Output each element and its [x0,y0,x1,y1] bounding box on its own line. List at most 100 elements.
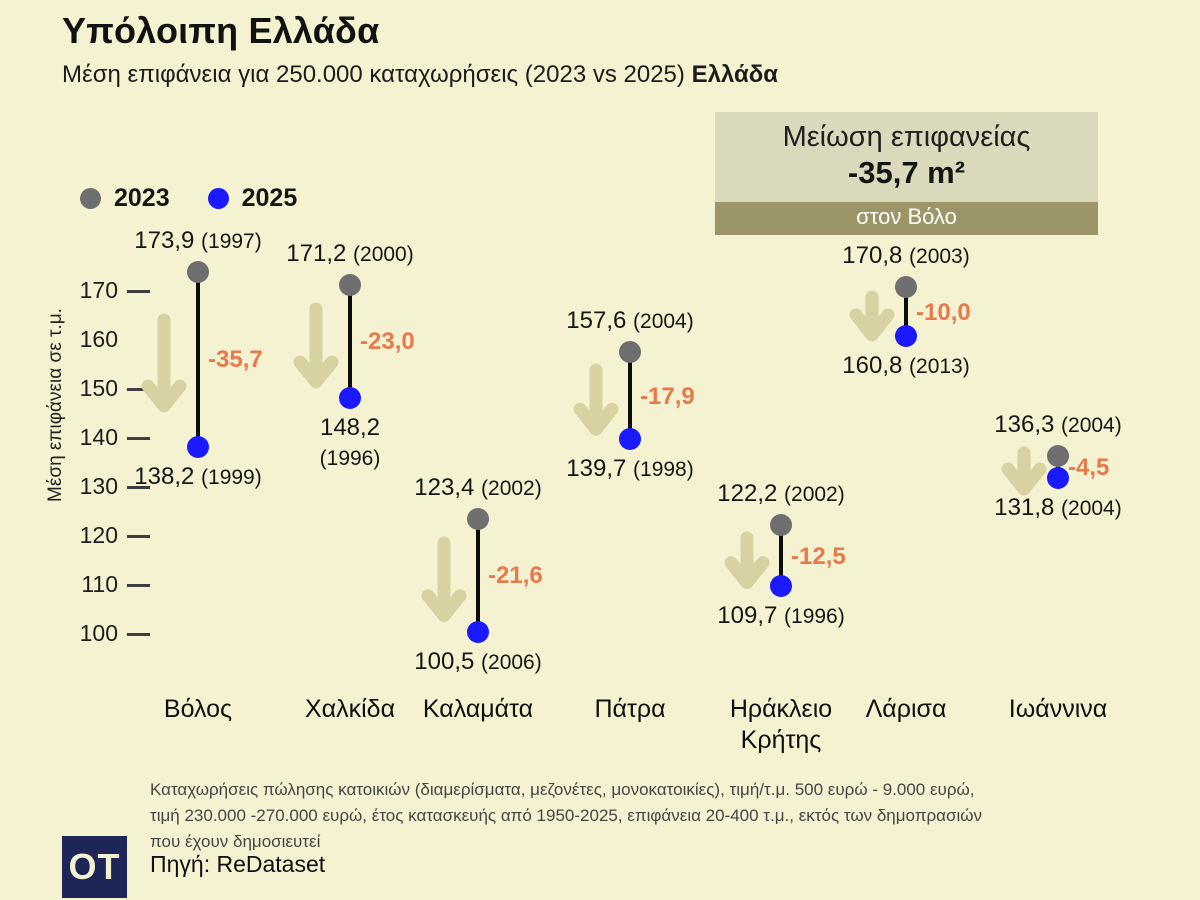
dot-2023 [619,340,641,363]
dot-2025 [339,386,361,409]
value-label-2025: 160,8 (2013) [842,352,970,380]
change-label: -35,7 [208,346,263,374]
city-label: Ηράκλειο Κρήτης [729,695,833,754]
footnote-line: τιμή 230.000 -270.000 ευρώ, έτος κατασκε… [150,806,983,825]
ot-logo: OT [62,836,127,898]
decrease-arrow [849,290,895,347]
y-tick-label: 130 [79,473,118,499]
value-label-2025: 138,2 (1999) [134,462,262,490]
city-label: Πάτρα [594,695,666,723]
footnote-line: Καταχωρήσεις πώλησης κατοικιών (διαμερίσ… [150,780,975,799]
y-tick-label: 110 [81,571,118,597]
city-label: Ιωάννινα [1008,695,1108,723]
value-label-2023: 122,2 (2002) [717,480,845,508]
y-tick-dash [127,486,150,489]
value-label-2023: 157,6 (2004) [566,306,694,334]
change-label: -12,5 [791,542,846,570]
y-tick-dash [127,437,150,440]
change-label: -17,9 [640,382,695,410]
value-label-2025: 109,7 (1996) [717,602,845,630]
highlight-band: στον Βόλο [715,202,1098,235]
subtitle-country: Ελλάδα [691,61,779,88]
dot-2025 [187,435,209,458]
value-label-2025: 131,8 (2004) [994,494,1122,522]
highlight-value: -35,7 m² [847,155,966,190]
value-label-2025: 148,2 (1996) [319,413,381,470]
decrease-arrow-icon [1001,446,1047,496]
change-label: -4,5 [1068,454,1110,482]
dot-2023 [339,274,361,297]
decrease-arrow-icon [724,531,770,589]
decrease-arrow-icon [421,536,467,623]
dot-2025 [467,620,489,643]
highlight-title: Μείωση επιφανείας [782,121,1031,153]
y-tick-dash [127,388,150,391]
decrease-arrow-icon [849,290,895,342]
y-tick-label: 100 [79,620,118,646]
value-label-2025: 100,5 (2006) [414,647,542,675]
y-tick-dash [127,584,150,587]
dumbbell-line [904,287,908,337]
y-tick-label: 120 [79,522,118,548]
decrease-arrow [293,302,339,394]
decrease-arrow-icon [573,363,619,436]
y-tick-dash [127,535,150,538]
dot-2023 [467,508,489,531]
dot-2023 [187,260,209,283]
value-label-2023: 173,9 (1997) [134,226,262,254]
footnote-line: που έχουν δημοσιευτεί [150,832,321,851]
dot-2023 [770,514,792,537]
legend-item-2025: 2025 [207,184,298,213]
value-label-2023: 171,2 (2000) [286,240,414,268]
y-tick-dash [127,290,150,293]
dot-2023 [1047,445,1069,468]
decrease-arrow [421,536,467,628]
decrease-arrow [724,531,770,595]
decrease-arrow [141,313,187,418]
value-label-2023: 136,3 (2004) [994,411,1122,439]
dot-2023 [895,276,917,299]
source-text: Πηγή: ReDataset [150,851,326,877]
y-tick-label: 170 [79,277,118,303]
change-label: -10,0 [916,298,971,326]
page-title: Υπόλοιπη Ελλάδα [62,10,380,51]
y-tick-dash [127,633,150,636]
dumbbell-line [779,525,783,587]
value-label-2023: 170,8 (2003) [842,242,970,270]
city-label: Λάρισα [865,695,947,723]
decrease-arrow [573,363,619,441]
legend-label-2025: 2025 [241,184,298,212]
decrease-arrow [1001,446,1047,501]
legend-dot-2023-icon [80,188,101,209]
dumbbell-line [196,271,200,447]
footnote: Καταχωρήσεις πώλησης κατοικιών (διαμερίσ… [150,777,982,855]
dot-2025 [619,428,641,451]
decrease-arrow-icon [141,313,187,413]
dumbbell-line [348,285,352,398]
y-tick-label: 160 [79,326,118,352]
dumbbell-line [476,519,480,632]
dumbbell-line [628,351,632,440]
dot-2025 [770,575,792,598]
city-label: Καλαμάτα [422,695,534,723]
highlight-box: Μείωση επιφανείας -35,7 m² στον Βόλο [715,112,1098,235]
legend-dot-2025-icon [207,188,229,209]
dumbbell-line [1056,456,1060,479]
subtitle-text: Μέση επιφάνεια για 250.000 καταχωρήσεις … [62,61,692,88]
legend: 2023 2025 [80,184,297,213]
value-label-2023: 123,4 (2002) [414,474,542,502]
decrease-arrow-icon [293,302,339,389]
legend-label-2023: 2023 [114,184,170,212]
dot-2025 [1047,467,1069,490]
city-label: Βόλος [163,695,233,723]
y-tick-label: 140 [79,424,118,450]
value-label-2025: 139,7 (1998) [566,455,694,483]
change-label: -21,6 [488,562,543,590]
subtitle: Μέση επιφάνεια για 250.000 καταχωρήσεις … [62,61,778,89]
y-tick-label: 150 [79,375,118,401]
dot-2025 [895,325,917,348]
city-label: Χαλκίδα [304,695,396,723]
highlight-box-main: Μείωση επιφανείας -35,7 m² [715,112,1098,202]
legend-item-2023: 2023 [80,184,170,213]
